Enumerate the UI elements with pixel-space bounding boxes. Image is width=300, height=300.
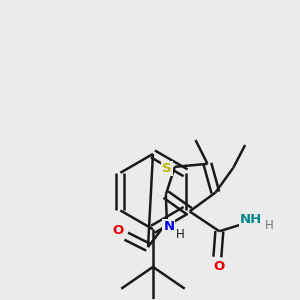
Text: N: N: [163, 220, 174, 233]
Text: H: H: [265, 219, 273, 232]
Text: H: H: [176, 228, 185, 241]
Text: O: O: [214, 260, 225, 273]
Text: S: S: [162, 162, 172, 175]
Text: O: O: [113, 224, 124, 237]
Text: NH: NH: [240, 213, 262, 226]
